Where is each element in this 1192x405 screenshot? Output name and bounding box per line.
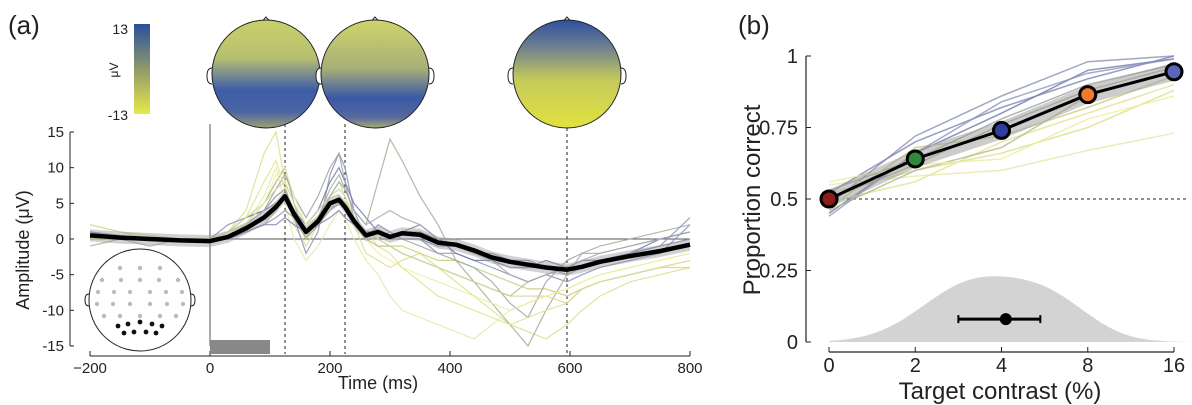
electrode-inactive (117, 265, 123, 271)
electrode-selected (121, 330, 127, 336)
electrode-inactive (95, 289, 101, 295)
psychometric-xlabel: Target contrast (%) (899, 378, 1102, 405)
electrode-inactive (156, 277, 162, 283)
psychometric-xtick-label: 8 (1082, 355, 1093, 377)
erp-xtick-label: 0 (206, 360, 214, 377)
electrode-montage (84, 248, 196, 352)
electrode-selected (125, 321, 131, 327)
psychometric-mean (819, 62, 1184, 326)
electrode-inactive (127, 289, 133, 295)
erp-ytick-label: 10 (47, 160, 64, 177)
psychometric-xtick-label: 0 (823, 355, 834, 377)
electrode-inactive (157, 265, 163, 271)
panel-b-label: (b) (738, 10, 770, 40)
panel-a-label: (a) (8, 10, 40, 40)
erp-axes: 15 10 5 0 -5 -10 -15 −200 0 200 400 600 800 (42, 124, 703, 377)
erp-xtick-label: 800 (677, 360, 702, 377)
psychometric-ytick-label: 1 (787, 46, 798, 68)
erp-ytick-label: 15 (47, 124, 64, 141)
stimulus-bar (210, 340, 270, 354)
psychometric-axes: 0 0.25 0.5 0.75 1 0 2 4 8 16 (759, 46, 1186, 377)
psychometric-ytick-label: 0 (787, 332, 798, 354)
headmap-595ms (507, 16, 627, 129)
colorbar-unit: μV (107, 63, 121, 78)
electrode-selected (149, 321, 155, 327)
erp-xtick-label: −200 (73, 360, 107, 377)
electrode-inactive (110, 301, 116, 307)
electrode-selected (137, 319, 143, 325)
erp-xtick-label: 600 (557, 360, 582, 377)
electrode-inactive (137, 313, 143, 319)
electrode-selected (159, 323, 165, 329)
electrode-inactive (101, 313, 107, 319)
colorbar-max-label: 13 (112, 21, 128, 37)
erp-xtick-label: 200 (317, 360, 342, 377)
psychometric-participant-trace (828, 83, 1175, 203)
electrode-inactive (147, 289, 153, 295)
electrode-selected (131, 329, 137, 335)
electrode-inactive (99, 277, 105, 283)
erp-xtick-label: 400 (437, 360, 462, 377)
erp-grand-average (89, 190, 691, 276)
psychometric-xtick-label: 4 (996, 355, 1007, 377)
electrode-inactive (94, 301, 100, 307)
psychometric-ytick-label: 0.75 (759, 118, 798, 140)
electrode-inactive (137, 277, 143, 283)
psychometric-ytick-label: 0.5 (770, 189, 798, 211)
electrode-inactive (127, 301, 133, 307)
electrode-inactive (179, 289, 185, 295)
colorbar: 13 -13 μV (107, 21, 150, 123)
colorbar-gradient (134, 24, 150, 114)
erp-ytick-label: 5 (56, 195, 64, 212)
electrode-inactive (111, 289, 117, 295)
erp-participant-trace (90, 166, 691, 311)
electrode-inactive (163, 289, 169, 295)
erp-participant-trace (89, 130, 691, 340)
psychometric-mean-point (905, 149, 925, 169)
psychometric-mean-point (819, 189, 839, 209)
electrode-selected (115, 323, 121, 329)
electrode-inactive (137, 265, 143, 271)
electrode-inactive (118, 277, 124, 283)
electrode-inactive (117, 313, 123, 319)
threshold-density-area (829, 276, 1189, 342)
electrode-selected (143, 329, 149, 335)
erp-ytick-label: -10 (42, 302, 64, 319)
electrode-inactive (147, 301, 153, 307)
electrode-inactive (175, 277, 181, 283)
psychometric-mean-point (1164, 62, 1184, 82)
erp-xlabel: Time (ms) (338, 373, 418, 393)
psychometric-participant-trace (828, 55, 1175, 194)
psychometric-xtick-label: 16 (1163, 355, 1185, 377)
erp-ytick-label: -15 (42, 338, 64, 355)
electrode-inactive (157, 313, 163, 319)
psychometric-ylabel: Proportion correct (739, 104, 766, 295)
headmap-225ms (315, 16, 435, 129)
erp-ylabel: Amplitude (μV) (13, 190, 33, 309)
colorbar-min-label: -13 (108, 107, 128, 123)
erp-participant-trace (89, 166, 691, 269)
psychometric-xtick-label: 2 (910, 355, 921, 377)
headmap-125ms (206, 16, 326, 129)
electrode-inactive (180, 301, 186, 307)
electrode-inactive (164, 301, 170, 307)
psychometric-mean-point (992, 120, 1011, 140)
erp-ytick-label: -5 (51, 267, 64, 284)
electrode-inactive (173, 313, 179, 319)
erp-grand-average-line (89, 193, 691, 272)
psychometric-mean-point (1078, 85, 1098, 105)
erp-confidence-band (90, 190, 690, 276)
psychometric-ytick-label: 0.25 (759, 261, 798, 283)
erp-participant-trace (89, 180, 690, 304)
threshold-density (829, 276, 1189, 342)
threshold-point (999, 313, 1012, 326)
electrode-selected (153, 330, 159, 336)
erp-ytick-label: 0 (56, 231, 64, 248)
